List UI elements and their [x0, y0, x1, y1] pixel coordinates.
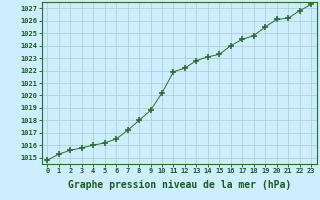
- X-axis label: Graphe pression niveau de la mer (hPa): Graphe pression niveau de la mer (hPa): [68, 180, 291, 190]
